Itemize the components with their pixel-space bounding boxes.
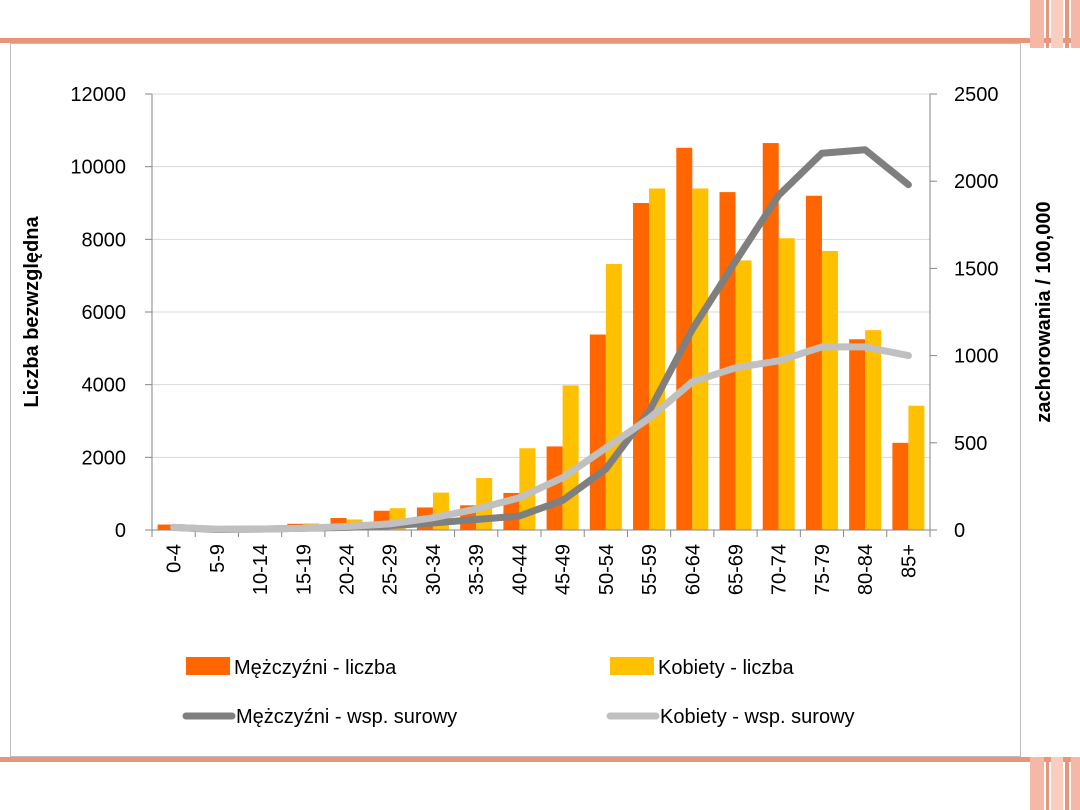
y-tick-label: 2000 [82, 447, 127, 469]
y-tick-label: 8000 [82, 229, 127, 251]
y2-tick-label: 500 [954, 433, 987, 455]
bar-men-count [762, 143, 779, 531]
y-tick-label: 4000 [82, 375, 127, 397]
x-tick-label: 0-4 [164, 544, 186, 573]
x-tick-label: 85+ [898, 544, 920, 578]
x-tick-label: 10-14 [250, 544, 272, 595]
bar-men-count [157, 524, 174, 530]
gridlines [152, 93, 930, 458]
legend-swatch-men-count [186, 657, 230, 675]
rate-lines [170, 146, 912, 533]
bar-women-count [562, 385, 579, 530]
series-line-women-rate [170, 343, 912, 533]
tick-labels: 0 2000 4000 6000 8000 10000 12000 0 500 1000 1500 2… [70, 84, 998, 595]
bar-women-count [821, 250, 838, 530]
y-tick-label: 10000 [70, 157, 126, 179]
x-tick-label: 20-24 [337, 544, 359, 595]
y-tick-label: 12000 [70, 84, 126, 106]
x-tick-label: 25-29 [380, 544, 402, 595]
legend-label-men-rate: Mężczyźni - wsp. surowy [236, 706, 457, 728]
bars [157, 143, 925, 531]
x-tick-label: 70-74 [769, 544, 791, 595]
y-tick-label: 0 [115, 520, 126, 542]
bar-men-count [849, 339, 866, 530]
y2-tick-label: 1500 [954, 258, 999, 280]
x-tick-label: 30-34 [423, 544, 445, 595]
x-tick-label: 55-59 [639, 544, 661, 595]
corner-decoration-top [1030, 0, 1080, 48]
legend-label-women-count: Kobiety - liczba [658, 657, 794, 679]
legend-label-women-rate: Kobiety - wsp. surowy [660, 706, 855, 728]
bar-women-count [735, 260, 752, 530]
bar-women-count [692, 188, 709, 530]
x-tick-label: 15-19 [293, 544, 315, 595]
y-tick-label: 6000 [82, 302, 127, 324]
bar-men-count [892, 442, 909, 530]
legend-label-men-count: Mężczyźni - liczba [234, 657, 397, 679]
x-tick-label: 65-69 [726, 544, 748, 595]
corner-decoration-bottom [1030, 757, 1080, 810]
x-tick-label: 5-9 [207, 544, 229, 573]
y2-axis-title: zachorowania / 100,000 [1033, 201, 1055, 422]
bottom-accent-rule [0, 757, 1080, 762]
legend: Mężczyźni - liczba Kobiety - liczba Mężc… [182, 657, 855, 728]
bar-men-count [719, 192, 736, 530]
bar-women-count [778, 238, 795, 530]
x-tick-label: 45-49 [553, 544, 575, 595]
y2-tick-label: 0 [954, 520, 965, 542]
x-tick-label: 50-54 [596, 544, 618, 595]
x-tick-label: 35-39 [466, 544, 488, 595]
bar-women-count [649, 188, 666, 530]
bar-men-count [633, 203, 650, 530]
legend-swatch-women-count [610, 657, 654, 675]
top-accent-rule [0, 38, 1080, 43]
x-tick-label: 75-79 [812, 544, 834, 595]
bar-women-count [908, 405, 925, 530]
bar-men-count [589, 334, 606, 530]
y-axis-title: Liczba bezwzględna [21, 216, 43, 408]
bar-men-count [805, 195, 822, 530]
y2-tick-label: 2500 [954, 84, 999, 106]
x-tick-label: 40-44 [509, 544, 531, 595]
bar-women-count [605, 264, 622, 530]
bar-men-count [546, 446, 563, 530]
bar-women-count [865, 330, 882, 530]
y2-tick-label: 2000 [954, 171, 999, 193]
x-tick-label: 60-64 [682, 544, 704, 595]
x-tick-label: 80-84 [855, 544, 877, 595]
y2-tick-label: 1000 [954, 346, 999, 368]
series-line-men-rate [170, 146, 912, 533]
